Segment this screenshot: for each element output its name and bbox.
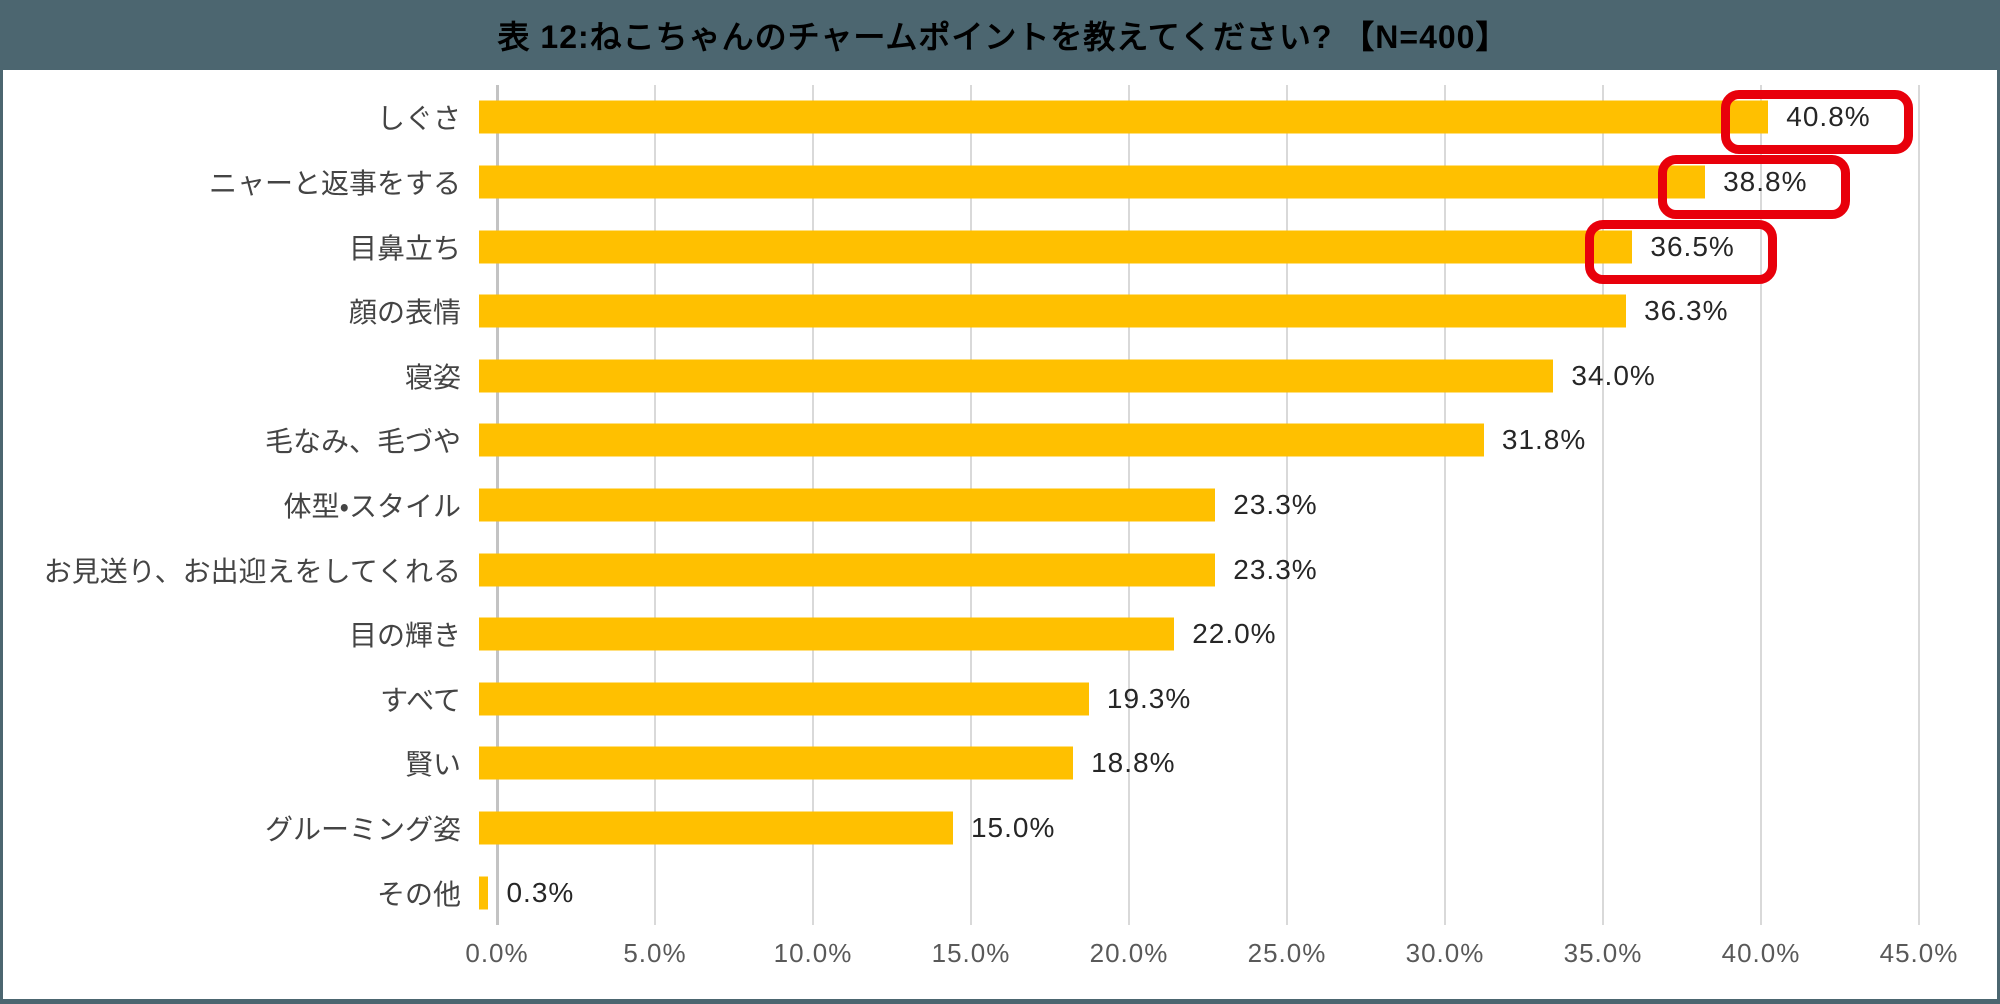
x-tick-label: 40.0%	[1721, 938, 1801, 968]
gridline	[1759, 85, 1762, 925]
bar-track: 0.3%	[479, 860, 1901, 925]
bar	[479, 359, 1554, 393]
bar-track: 23.3%	[479, 537, 1901, 602]
gridline	[1602, 85, 1604, 925]
category-label: 目鼻立ち	[348, 232, 461, 264]
bar	[479, 682, 1089, 716]
category-label: 賢い	[404, 749, 461, 781]
bar-rows: しぐさ 40.8% ニャーと返事をする 38.8% 目鼻立ち 36.5% 顔の表情 36.3%…	[3, 85, 1919, 925]
chart-row: 目の輝き 22.0%	[3, 602, 1919, 667]
bar	[479, 488, 1216, 522]
chart-row: グルーミング姿 15.0%	[3, 796, 1919, 861]
bar-track: 23.3%	[479, 473, 1901, 538]
bar-track: 15.0%	[479, 796, 1901, 861]
bar-track: 31.8%	[479, 408, 1901, 473]
bar-track: 38.8%	[479, 150, 1901, 219]
bar	[479, 553, 1216, 587]
value-label: 40.8%	[1786, 101, 1871, 133]
category-label: グルーミング姿	[264, 814, 461, 845]
title-band: 表 12:ねこちゃんのチャームポイントを教えてください? 【N=400】	[3, 0, 2000, 70]
category-label: 顔の表情	[348, 297, 461, 329]
bar	[479, 230, 1633, 264]
bar	[479, 165, 1706, 199]
chart-row: 寝姿 34.0%	[3, 343, 1919, 408]
value-label: 22.0%	[1192, 618, 1277, 650]
category-label: ニャーと返事をする	[208, 167, 461, 199]
chart-row: 顔の表情 36.3%	[3, 279, 1919, 344]
category-label: 目の輝き	[348, 620, 461, 652]
category-label: お見送り、お出迎えをしてくれる	[43, 555, 461, 587]
bar	[479, 617, 1175, 651]
bar-track: 18.8%	[479, 731, 1901, 796]
x-tick-label: 5.0%	[623, 938, 687, 968]
bar	[479, 423, 1484, 457]
category-label: 寝姿	[404, 361, 461, 393]
category-label: すべて	[380, 684, 461, 716]
bar	[479, 746, 1074, 780]
bar-track: 36.5%	[479, 214, 1901, 284]
value-label: 36.3%	[1644, 295, 1729, 327]
bar-track: 36.3%	[479, 279, 1901, 344]
bar	[479, 811, 953, 845]
chart-title: 表 12:ねこちゃんのチャームポイントを教えてください? 【N=400】	[497, 19, 1509, 55]
value-label: 15.0%	[970, 812, 1056, 843]
chart-row: しぐさ 40.8%	[3, 85, 1919, 155]
bar	[479, 876, 489, 910]
value-label: 19.3%	[1106, 682, 1192, 714]
x-tick-label: 45.0%	[1879, 938, 1959, 968]
category-label: 体型・スタイル	[283, 490, 461, 522]
chart-row: 毛なみ、毛づや 31.8%	[3, 408, 1919, 473]
value-label: 0.3%	[506, 876, 575, 908]
category-label: 毛なみ、毛づや	[264, 426, 461, 458]
value-label: 31.8%	[1501, 424, 1587, 456]
x-tick-label: 10.0%	[773, 938, 853, 968]
bar-track: 34.0%	[479, 343, 1901, 408]
chart-row: 賢い 18.8%	[3, 731, 1919, 796]
category-label: しぐさ	[376, 103, 461, 135]
x-axis-labels: 0.0% 5.0% 10.0% 15.0% 20.0% 25.0% 30.0% 35.0% 40…	[465, 938, 1957, 984]
x-tick-label: 15.0%	[931, 938, 1011, 968]
bar	[479, 294, 1627, 328]
value-label: 23.3%	[1233, 553, 1318, 585]
gridline	[1286, 85, 1288, 925]
chart-row: 体型・スタイル 23.3%	[3, 473, 1919, 538]
chart-row: その他 0.3%	[3, 860, 1919, 925]
x-tick-label: 0.0%	[465, 938, 529, 968]
x-tick-label: 25.0%	[1247, 938, 1327, 968]
bar-track: 40.8%	[479, 85, 1914, 155]
bar-track: 22.0%	[479, 602, 1901, 667]
category-label: その他	[376, 878, 461, 910]
x-tick-label: 20.0%	[1089, 938, 1169, 968]
value-label: 23.3%	[1233, 488, 1318, 520]
bar-track: 19.3%	[479, 666, 1901, 731]
value-label: 36.5%	[1650, 230, 1735, 262]
bar	[479, 100, 1769, 134]
chart-row: 目鼻立ち 36.5%	[3, 214, 1919, 284]
value-label: 34.0%	[1571, 359, 1656, 391]
chart-row: ニャーと返事をする 38.8%	[3, 150, 1919, 219]
x-tick-label: 35.0%	[1563, 938, 1643, 968]
gridline	[1918, 85, 1920, 925]
gridline	[1444, 85, 1446, 925]
value-label: 18.8%	[1091, 747, 1176, 779]
value-label: 38.8%	[1723, 165, 1808, 197]
chart-row: お見送り、お出迎えをしてくれる 23.3%	[3, 537, 1919, 602]
chart-row: すべて 19.3%	[3, 666, 1919, 731]
x-tick-label: 30.0%	[1405, 938, 1485, 968]
